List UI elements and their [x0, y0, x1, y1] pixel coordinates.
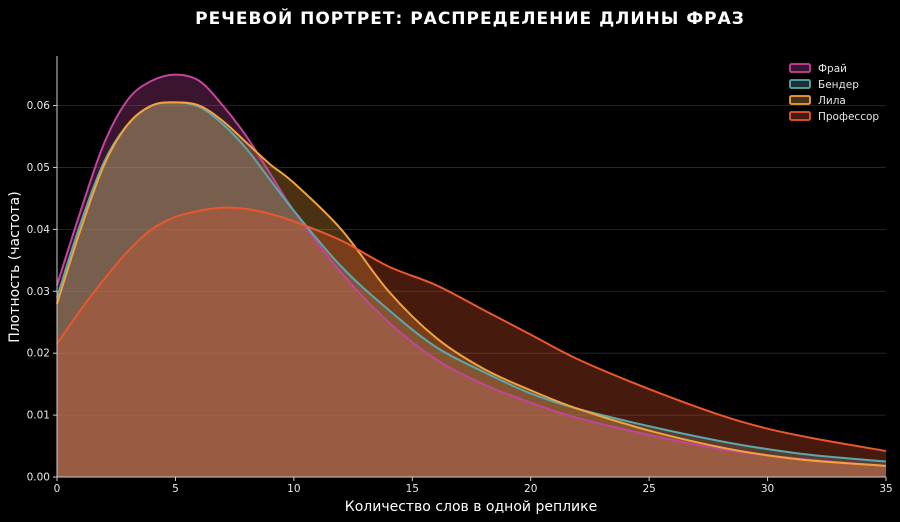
x-tick-label: 15 [406, 483, 419, 495]
legend: Фрай Бендер Лила Профессор [789, 63, 879, 123]
x-tick-label: 35 [879, 483, 892, 495]
legend-swatch [789, 79, 811, 89]
legend-label: Лила [818, 95, 846, 107]
density-lines [56, 73, 887, 467]
x-tick-label: 20 [524, 483, 537, 495]
legend-item: Лила [789, 95, 846, 107]
density-area-3 [57, 207, 886, 478]
y-tick-label: 0.06 [27, 100, 51, 112]
density-areas [57, 74, 886, 478]
legend-label: Профессор [818, 111, 879, 123]
y-tick-label: 0.01 [27, 410, 50, 422]
density-area-1 [57, 102, 886, 478]
legend-swatch [789, 95, 811, 105]
legend-item: Профессор [789, 111, 879, 123]
y-tick-label: 0.04 [27, 224, 51, 236]
y-axis-label: Плотность (частота) [7, 191, 23, 342]
x-axis-label: Количество слов в одной реплике [345, 499, 597, 515]
axes [56, 56, 886, 478]
legend-item: Бендер [789, 79, 859, 91]
x-tick-label: 30 [761, 483, 774, 495]
density-area-2 [57, 102, 886, 478]
y-tick-label: 0.03 [27, 286, 50, 298]
chart-title: РЕЧЕВОЙ ПОРТРЕТ: РАСПРЕДЕЛЕНИЕ ДЛИНЫ ФРА… [195, 7, 745, 29]
x-tick-label: 5 [172, 483, 179, 495]
legend-swatch [789, 63, 811, 73]
y-ticks: 0.00 0.01 0.02 0.03 0.04 0.05 0.06 [27, 100, 57, 484]
x-tick-label: 0 [54, 483, 61, 495]
y-tick-label: 0.05 [27, 162, 50, 174]
density-line-2 [56, 101, 887, 467]
x-tick-label: 10 [287, 483, 300, 495]
x-ticks: 0 5 10 15 20 25 30 35 [54, 477, 893, 495]
legend-item: Фрай [789, 63, 847, 75]
density-area-0 [57, 74, 886, 477]
density-line-0 [56, 73, 887, 467]
y-tick-label: 0.02 [27, 348, 50, 360]
legend-label: Фрай [818, 63, 847, 75]
legend-swatch [789, 111, 811, 121]
x-tick-label: 25 [642, 483, 655, 495]
density-line-3 [56, 206, 887, 452]
legend-label: Бендер [818, 79, 859, 91]
y-tick-label: 0.00 [27, 472, 50, 484]
